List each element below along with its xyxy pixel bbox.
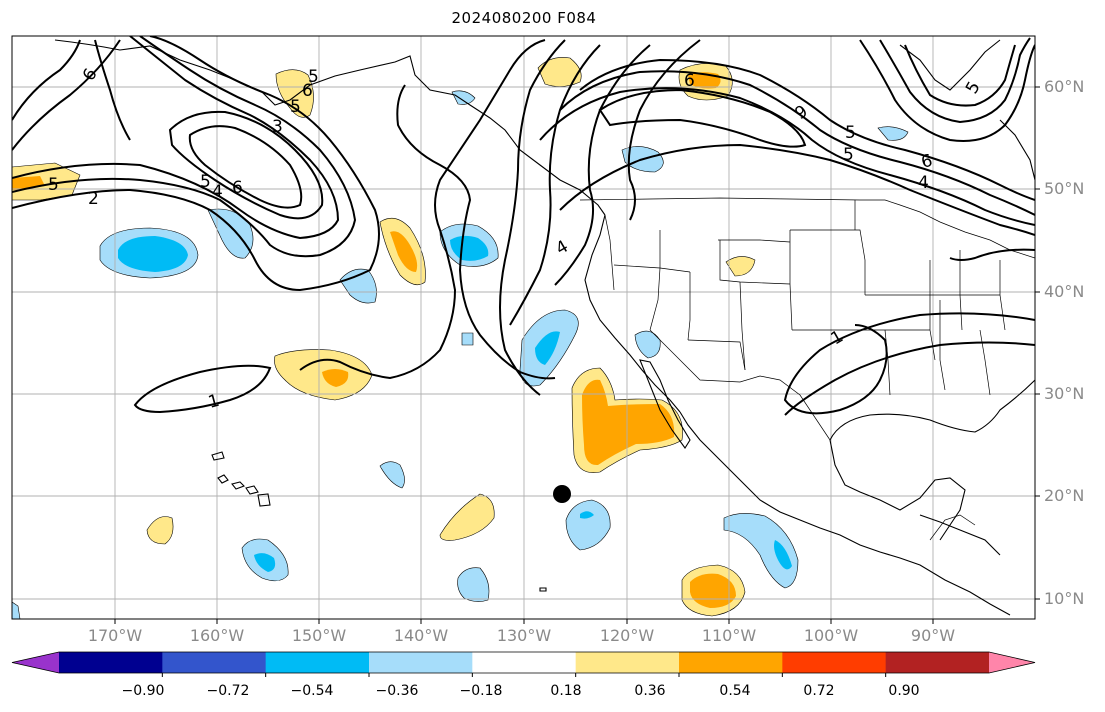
colorbar-segment: [369, 652, 473, 673]
contour-label: 4: [918, 173, 929, 193]
positive-anomaly-core: [582, 379, 675, 466]
negative-anomaly-region: [12, 601, 21, 619]
political-boundaries: [579, 197, 1035, 541]
lon-label: 140°W: [393, 626, 449, 645]
contour-label: 5: [845, 123, 856, 143]
colorbar-label: 0.54: [719, 683, 751, 699]
colorbar-segment: [885, 652, 990, 673]
contour-label: 1: [206, 391, 222, 413]
positive-anomaly-region: [275, 69, 314, 118]
negative-anomaly-region: [451, 90, 476, 105]
lat-label: 60°N: [1044, 77, 1085, 96]
lat-label: 10°N: [1044, 589, 1085, 608]
colorbar-over-arrow: [989, 652, 1035, 673]
colorbar: [11, 651, 1036, 677]
colorbar-label: 0.18: [550, 683, 582, 699]
negative-anomaly-region: [877, 126, 909, 141]
positive-anomaly-region: [146, 516, 174, 545]
positive-anomaly-region: [537, 57, 582, 87]
lat-label: 50°N: [1044, 179, 1085, 198]
negative-anomaly-core: [535, 331, 560, 365]
negative-anomaly-region: [565, 499, 611, 551]
colorbar-label: 0.72: [803, 683, 835, 699]
colorbar-label: 0.36: [634, 683, 666, 699]
lon-label: 90°W: [910, 626, 956, 645]
lat-label: 40°N: [1044, 282, 1085, 301]
lon-label: 130°W: [496, 626, 552, 645]
negative-anomaly-core: [118, 236, 188, 272]
lat-label: 30°N: [1044, 384, 1085, 403]
contour-label: 6: [232, 178, 243, 198]
contour-label: 2: [88, 189, 99, 209]
positive-anomaly-core: [322, 369, 349, 387]
contour-label: 4: [212, 182, 223, 202]
negative-anomaly-core: [450, 235, 489, 261]
contour-label: 5: [200, 172, 211, 192]
colorbar-segment: [575, 652, 680, 673]
contour-label: 5: [843, 145, 854, 165]
contour-label: 6: [684, 71, 695, 91]
contour-label: 3: [272, 117, 283, 137]
colorbar-segment: [472, 652, 577, 673]
negative-anomaly-region: [339, 268, 377, 304]
negative-anomaly-region: [457, 567, 490, 602]
negative-anomaly-region: [207, 208, 254, 259]
anomaly-contours: [12, 36, 1035, 416]
coastlines: [54, 39, 1035, 616]
negative-anomaly-core: [774, 540, 792, 570]
lat-label: 20°N: [1044, 486, 1085, 505]
colorbar-segment: [265, 652, 370, 673]
colorbar-segment: [782, 652, 887, 673]
storm-position-dot: [553, 485, 571, 503]
contour-label: 5: [962, 78, 985, 97]
map-title: 2024080200 F084: [451, 9, 597, 27]
colorbar-outline: [11, 651, 1036, 674]
lon-label: 100°W: [803, 626, 859, 645]
lon-label: 120°W: [599, 626, 655, 645]
map-area: 6 5 3 5 6 2 5 6 4 5 1 4 6 9 5 1 5 6 4 5: [12, 36, 1035, 619]
lon-label: 170°W: [87, 626, 143, 645]
colorbar-label: −0.90: [121, 683, 165, 699]
positive-anomaly-region: [439, 493, 495, 541]
colorbar-label: −0.36: [375, 683, 419, 699]
contour-label: 5: [290, 97, 301, 117]
negative-anomaly-region: [634, 330, 661, 359]
negative-anomaly-region: [723, 513, 799, 589]
contour-label: 6: [302, 81, 313, 101]
contour-label: 6: [919, 151, 935, 173]
contour-label: 5: [48, 175, 59, 195]
negative-anomaly-core: [254, 553, 276, 572]
colorbar-label: −0.72: [206, 683, 250, 699]
negative-anomaly-core: [580, 511, 594, 519]
lon-label: 110°W: [701, 626, 757, 645]
positive-anomaly-region: [725, 256, 756, 277]
positive-anomaly-core: [390, 231, 418, 272]
anomaly-shading: [12, 57, 909, 619]
colorbar-label: −0.18: [459, 683, 503, 699]
contour-label: 4: [553, 237, 572, 260]
contour-label: 5: [308, 67, 319, 87]
negative-anomaly-region: [379, 461, 405, 489]
hawaiian-islands: [211, 451, 547, 592]
colorbar-label: −0.54: [290, 683, 334, 699]
lon-label: 160°W: [189, 626, 245, 645]
colorbar-label: 0.90: [888, 683, 920, 699]
negative-anomaly-region: [461, 332, 474, 346]
colorbar-segment: [162, 652, 267, 673]
colorbar-segment: [679, 652, 783, 673]
colorbar-segment: [59, 652, 163, 673]
colorbar-under-arrow: [12, 652, 59, 673]
lon-label: 150°W: [291, 626, 347, 645]
axis-ticks: [114, 86, 1040, 624]
